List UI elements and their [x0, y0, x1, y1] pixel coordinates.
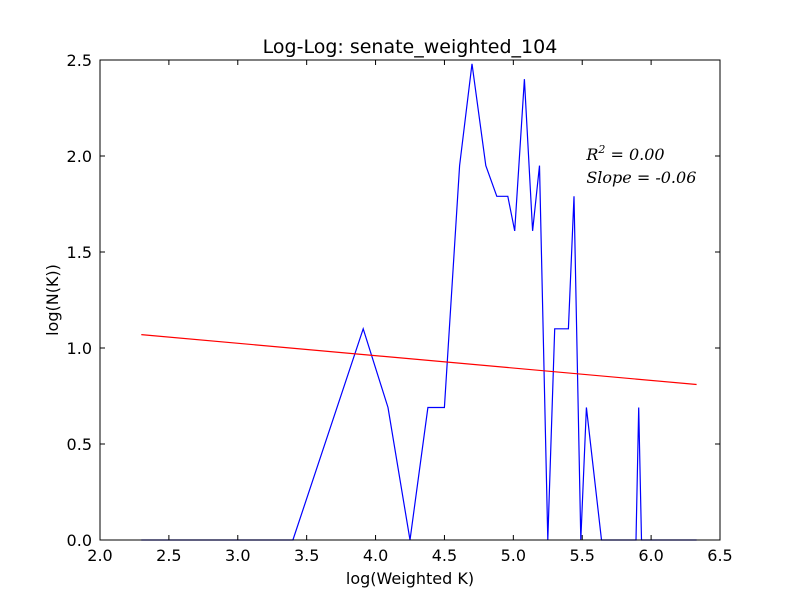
r-squared-annotation: R2 = 0.00 [585, 143, 664, 164]
y-tick-label: 0.5 [67, 435, 92, 454]
x-tick-label: 3.0 [225, 546, 250, 565]
plot-lines [141, 63, 697, 541]
y-tick-label: 1.5 [67, 243, 92, 262]
y-axis-ticks: 0.0 0.5 1.0 1.5 2.0 2.5 [67, 51, 720, 550]
annotations: R2 = 0.00 Slope = -0.06 [585, 143, 696, 187]
x-tick-label: 6.5 [707, 546, 732, 565]
plot-frame [99, 59, 721, 541]
y-tick-label: 1.0 [67, 339, 92, 358]
x-tick-label: 5.5 [569, 546, 594, 565]
x-tick-label: 2.5 [156, 546, 181, 565]
y-tick-label: 2.0 [67, 147, 92, 166]
x-tick-label: 5.0 [501, 546, 526, 565]
y-tick-label: 2.5 [67, 51, 92, 70]
x-tick-label: 4.5 [432, 546, 457, 565]
slope-annotation: Slope = -0.06 [586, 168, 696, 187]
y-tick-label: 0.0 [67, 531, 92, 550]
x-tick-label: 6.0 [638, 546, 663, 565]
data-line [141, 63, 697, 541]
x-tick-label: 3.5 [294, 546, 319, 565]
chart-title: Log-Log: senate_weighted_104 [263, 36, 558, 58]
x-axis-label: log(Weighted K) [346, 569, 474, 588]
y-axis-label: log(N(K)) [43, 264, 62, 336]
fit-line [141, 334, 697, 386]
x-tick-label: 4.0 [363, 546, 388, 565]
x-tick-label: 2.0 [87, 546, 112, 565]
x-axis-ticks: 2.0 2.5 3.0 3.5 4.0 4.5 5.0 5.5 6.0 6.5 [87, 60, 733, 565]
